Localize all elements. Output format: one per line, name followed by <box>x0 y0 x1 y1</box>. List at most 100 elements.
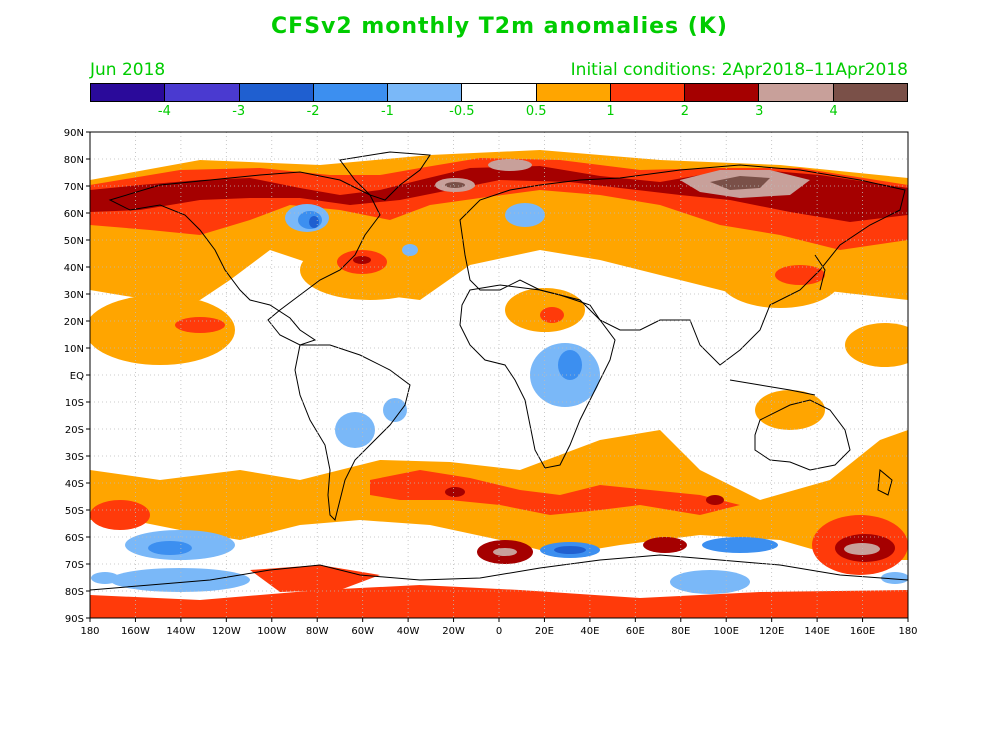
cool-south-atlantic-east-l3 <box>554 546 586 554</box>
colorbar-tick-label: -4 <box>157 104 171 119</box>
latitude-label: 70N <box>64 182 84 193</box>
warm-east-asia-l2 <box>775 265 825 285</box>
axis-ticks <box>86 131 909 622</box>
longitude-label: 80E <box>671 626 690 637</box>
warm-tropical-pacific <box>90 295 235 365</box>
colorbar-labels: -4 -3 -2 -1 -0.5 0.5 1 2 3 4 <box>90 104 908 120</box>
colorbar-tick-label: -2 <box>306 104 320 119</box>
coast-greenland <box>339 151 431 201</box>
colorbar-tick-label: 4 <box>829 104 838 119</box>
colorbar-swatch <box>239 84 314 101</box>
cool-north-atlantic-east <box>402 244 418 256</box>
latitude-label: 30N <box>64 290 84 301</box>
latitude-label: 60S <box>65 533 84 544</box>
latitude-label: 20S <box>65 425 84 436</box>
colorbar-swatch <box>462 84 537 101</box>
colorbar-tick-label: 3 <box>755 104 764 119</box>
longitude-label: 0 <box>496 626 502 637</box>
latitude-label: 20N <box>64 317 84 328</box>
colorbar-swatch <box>536 84 611 101</box>
cool-east-africa-l2 <box>558 350 582 380</box>
latitude-label: 90N <box>64 128 84 139</box>
cool-hudson-bay-l3 <box>309 216 319 228</box>
colorbar-tick-label: -0.5 <box>449 104 475 119</box>
latitude-label: 30S <box>65 452 84 463</box>
colorbar-tick-label: -3 <box>232 104 246 119</box>
warm-south-l3-b <box>706 495 724 505</box>
warm-south-pacific-west <box>90 500 150 530</box>
latitude-label: 80N <box>64 155 84 166</box>
warm-south-l3-a <box>445 487 465 497</box>
coast-north-america <box>108 171 381 346</box>
warm-scandinavia-level5 <box>445 182 465 188</box>
coast-south-america <box>294 344 411 521</box>
colorbar-tick-label: 2 <box>680 104 690 119</box>
longitude-label: 60W <box>351 626 374 637</box>
coast-australia <box>754 399 851 471</box>
warm-indonesia <box>755 390 825 430</box>
warm-east-pacific-equator <box>845 323 908 367</box>
warm-ross-sea-l4 <box>844 543 880 555</box>
longitude-label: 180 <box>80 626 99 637</box>
cool-antarctic-indian <box>670 570 750 594</box>
latitude-label: 40S <box>65 479 84 490</box>
colorbar-swatch <box>388 84 463 101</box>
latitude-label: 70S <box>65 560 84 571</box>
longitude-label: 100E <box>714 626 739 637</box>
colorbar-tick-label: 0.5 <box>525 104 547 119</box>
longitude-label: 20E <box>535 626 554 637</box>
coast-antarctica <box>90 554 908 591</box>
warm-kara-level4 <box>488 159 532 171</box>
warm-siberia-level5 <box>710 176 770 190</box>
longitude-label: 40W <box>397 626 420 637</box>
latitude-label: 60N <box>64 209 84 220</box>
longitude-label: 60E <box>626 626 645 637</box>
warm-weddell-l4 <box>493 548 517 556</box>
colorbar <box>90 83 908 102</box>
colorbar-swatch <box>91 84 166 101</box>
cool-ross-east <box>881 572 908 584</box>
longitude-label: 140E <box>804 626 829 637</box>
latitude-label: 10S <box>65 398 84 409</box>
warm-tropical-pacific-l2 <box>175 317 225 333</box>
latitude-label: 90S <box>65 614 84 625</box>
warm-north-atlantic-l3 <box>353 256 371 264</box>
longitude-label: 20W <box>442 626 465 637</box>
chart-title: CFSv2 monthly T2m anomalies (K) <box>271 14 728 39</box>
warm-antarctic-band <box>90 585 908 618</box>
latitude-label: 80S <box>65 587 84 598</box>
latitude-label: 10N <box>64 344 84 355</box>
latitude-label: 40N <box>64 263 84 274</box>
latitude-labels: 90N 80N 70N 60N 50N 40N 30N 20N 10N EQ 10S 20S 30S 40… <box>64 128 84 625</box>
cool-indian-south <box>702 537 778 553</box>
warm-south-level2 <box>370 470 740 515</box>
cool-brazil <box>383 398 407 422</box>
longitude-label: 120E <box>759 626 784 637</box>
colorbar-swatch <box>685 84 760 101</box>
gridlines <box>90 132 908 618</box>
cool-south-pacific-l2 <box>148 541 192 555</box>
longitude-label: 100W <box>257 626 286 637</box>
colorbar-tick-label: 1 <box>606 104 615 119</box>
longitude-label: 80W <box>306 626 329 637</box>
cool-amazon <box>335 412 375 448</box>
coast-africa <box>459 284 616 469</box>
longitude-labels: 180 160W 140W 120W 100W 80W 60W 40W 20W 0 20E 40E 60… <box>80 626 917 637</box>
colorbar-swatch <box>833 84 907 101</box>
warm-sahara-l2 <box>540 307 564 323</box>
longitude-label: 120W <box>212 626 241 637</box>
colorbar-swatch <box>759 84 834 101</box>
colorbar-swatch <box>165 84 240 101</box>
coast-europe-asia <box>459 164 906 366</box>
initial-conditions-label: Initial conditions: 2Apr2018–11Apr2018 <box>570 60 908 80</box>
longitude-label: 40E <box>580 626 599 637</box>
cool-pacific-south-west <box>91 572 119 584</box>
coastlines <box>90 151 908 591</box>
longitude-label: 160W <box>121 626 150 637</box>
warm-antarctic-east <box>643 537 687 553</box>
longitude-label: 180 <box>898 626 917 637</box>
colorbar-swatch <box>610 84 686 101</box>
coast-japan <box>814 254 826 291</box>
latitude-label: EQ <box>70 371 84 382</box>
colorbar-swatch <box>313 84 389 101</box>
